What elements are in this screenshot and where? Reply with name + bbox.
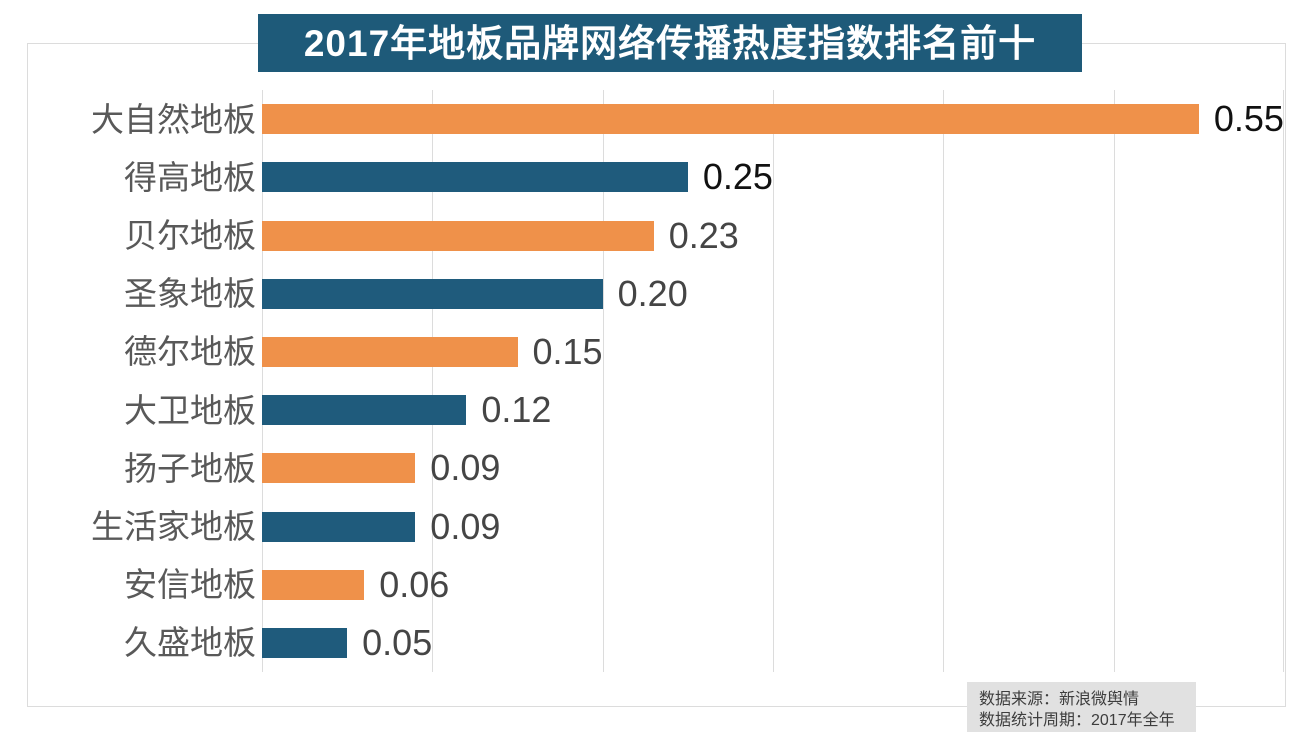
category-label: 生活家地板 xyxy=(91,508,256,546)
bar xyxy=(262,453,416,484)
bar xyxy=(262,511,416,542)
bar xyxy=(262,162,688,193)
bar-row: 0.55 xyxy=(262,90,1284,148)
data-source-box: 数据来源：新浪微舆情 数据统计周期：2017年全年 xyxy=(967,682,1196,732)
value-label: 0.20 xyxy=(617,272,688,314)
category-label: 扬子地板 xyxy=(124,449,256,487)
bar xyxy=(262,336,518,367)
category-axis: 大自然地板得高地板贝尔地板圣象地板德尔地板大卫地板扬子地板生活家地板安信地板久盛… xyxy=(27,90,256,672)
bar-row: 0.05 xyxy=(262,614,1284,672)
category-label: 德尔地板 xyxy=(124,333,256,371)
bar xyxy=(262,627,348,658)
vertical-gridline xyxy=(943,90,945,672)
bar xyxy=(262,104,1199,135)
bar xyxy=(262,569,365,600)
vertical-gridline xyxy=(432,90,434,672)
bar-row: 0.09 xyxy=(262,439,1284,497)
bar-row: 0.09 xyxy=(262,497,1284,555)
bar xyxy=(262,395,467,426)
category-label: 久盛地板 xyxy=(124,624,256,662)
data-source-line: 数据来源：新浪微舆情 xyxy=(979,691,1140,708)
vertical-gridline xyxy=(602,90,604,672)
category-label: 得高地板 xyxy=(124,158,256,196)
data-source-period-line: 数据统计周期：2017年全年 xyxy=(979,712,1175,730)
value-label: 0.09 xyxy=(430,505,501,547)
value-label: 0.55 xyxy=(1213,98,1284,140)
bar xyxy=(262,220,654,251)
vertical-gridline xyxy=(1113,90,1115,672)
vertical-gridline xyxy=(773,90,774,672)
category-label: 贝尔地板 xyxy=(124,217,256,254)
bar-row: 0.20 xyxy=(262,265,1284,323)
value-label: 0.05 xyxy=(362,621,433,663)
vertical-gridline xyxy=(1283,90,1284,672)
value-label: 0.09 xyxy=(430,447,501,489)
category-label: 安信地板 xyxy=(124,566,256,604)
category-label: 大自然地板 xyxy=(91,100,256,138)
bar-row: 0.12 xyxy=(262,381,1284,439)
chart-title: 2017年地板品牌网络传播热度指数排名前十 xyxy=(303,22,1037,64)
bar xyxy=(262,278,603,309)
chart-title-banner: 2017年地板品牌网络传播热度指数排名前十 xyxy=(258,14,1082,72)
bar-row: 0.25 xyxy=(262,148,1284,206)
value-label: 0.23 xyxy=(668,214,739,256)
value-label: 0.25 xyxy=(702,156,773,198)
bar-row: 0.06 xyxy=(262,556,1284,614)
bar-row: 0.15 xyxy=(262,323,1284,381)
category-label: 大卫地板 xyxy=(124,391,256,429)
category-label: 圣象地板 xyxy=(124,275,256,313)
bar-row: 0.23 xyxy=(262,206,1284,264)
y-axis-line xyxy=(262,90,263,672)
plot-area: 0.55 0.25 0.23 0.20 0.15 0.12 0.09 0.09 0.06 0.05 xyxy=(262,90,1284,672)
value-label: 0.12 xyxy=(481,389,552,431)
value-label: 0.06 xyxy=(379,563,450,605)
value-label: 0.15 xyxy=(532,330,603,372)
